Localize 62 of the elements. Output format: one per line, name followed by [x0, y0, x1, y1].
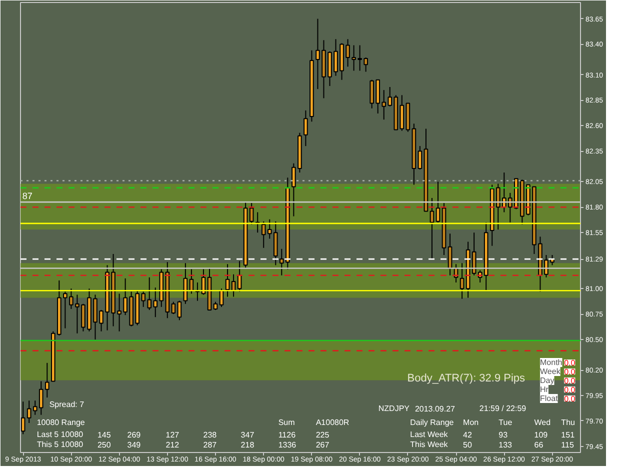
annotation: 109 [534, 430, 548, 440]
candlestick [249, 202, 254, 225]
annotation: 238 [203, 430, 218, 440]
annotation: 133 [498, 440, 513, 450]
text: Thu [561, 418, 575, 427]
annotation: Sum [278, 418, 296, 427]
annotation: 267 [316, 440, 330, 450]
annotation: Tue [498, 418, 513, 427]
annotation: Last Week [410, 430, 449, 439]
annotation: Last 5 10080 [36, 430, 84, 439]
candlestick [177, 300, 182, 321]
candlestick [171, 301, 176, 315]
annotation: 349 [127, 440, 142, 450]
annotation: Day [540, 376, 554, 385]
annotation: A10080R [316, 418, 350, 427]
candlestick [304, 110, 308, 147]
annotation: 145 [97, 430, 112, 440]
annotation: 21:59 / 22:59 [479, 404, 527, 413]
annotation: NZDJPY [378, 404, 410, 413]
annotation: Hr [540, 385, 549, 394]
annotation: Wed [534, 418, 551, 427]
annotation: Spread: 7 [49, 400, 85, 409]
candlestick [430, 197, 434, 260]
annotation: 287 [203, 440, 218, 450]
text: 0.0 [564, 376, 576, 386]
annotation: Body_ATR(7): 32.9 Pips [407, 372, 526, 384]
candlestick [418, 146, 422, 170]
annotation: 87 [22, 191, 32, 201]
text: 0.0 [564, 358, 576, 368]
candlestick [436, 181, 440, 223]
candlestick [44, 362, 50, 398]
annotation: 1336 [278, 440, 297, 450]
annotation: Week [540, 367, 562, 376]
candlestick [20, 401, 26, 435]
text: 151 [561, 430, 576, 440]
candlestick [400, 94, 404, 132]
annotation: 1126 [278, 430, 296, 440]
candlestick [225, 264, 230, 298]
annotation: 66 [534, 440, 544, 450]
text: 115 [561, 440, 574, 450]
annotation: 50 [463, 440, 472, 450]
annotation: This Week [410, 440, 449, 449]
annotation: 347 [240, 430, 255, 440]
annotation: 225 [316, 430, 330, 440]
annotation: 10080 Range [36, 418, 86, 427]
annotation: 218 [240, 440, 255, 450]
annotation: 212 [166, 440, 180, 450]
annotation: 42 [463, 430, 472, 440]
annotation: Daily Range [410, 418, 454, 427]
annotation: 250 [97, 440, 112, 450]
annotation: Mon [463, 418, 479, 427]
annotation: 269 [127, 430, 142, 440]
annotation: 2013.09.27 [414, 404, 456, 414]
annotation: 127 [166, 430, 180, 440]
annotation: Float [540, 394, 559, 403]
candlestick [460, 262, 464, 300]
annotation: Month [540, 358, 562, 367]
text: 0.0 [564, 386, 576, 394]
annotation: This 5 10080 [36, 440, 84, 449]
text: 0.0 [564, 394, 576, 404]
annotation: 93 [498, 430, 508, 440]
text: 0.0 [564, 368, 576, 376]
